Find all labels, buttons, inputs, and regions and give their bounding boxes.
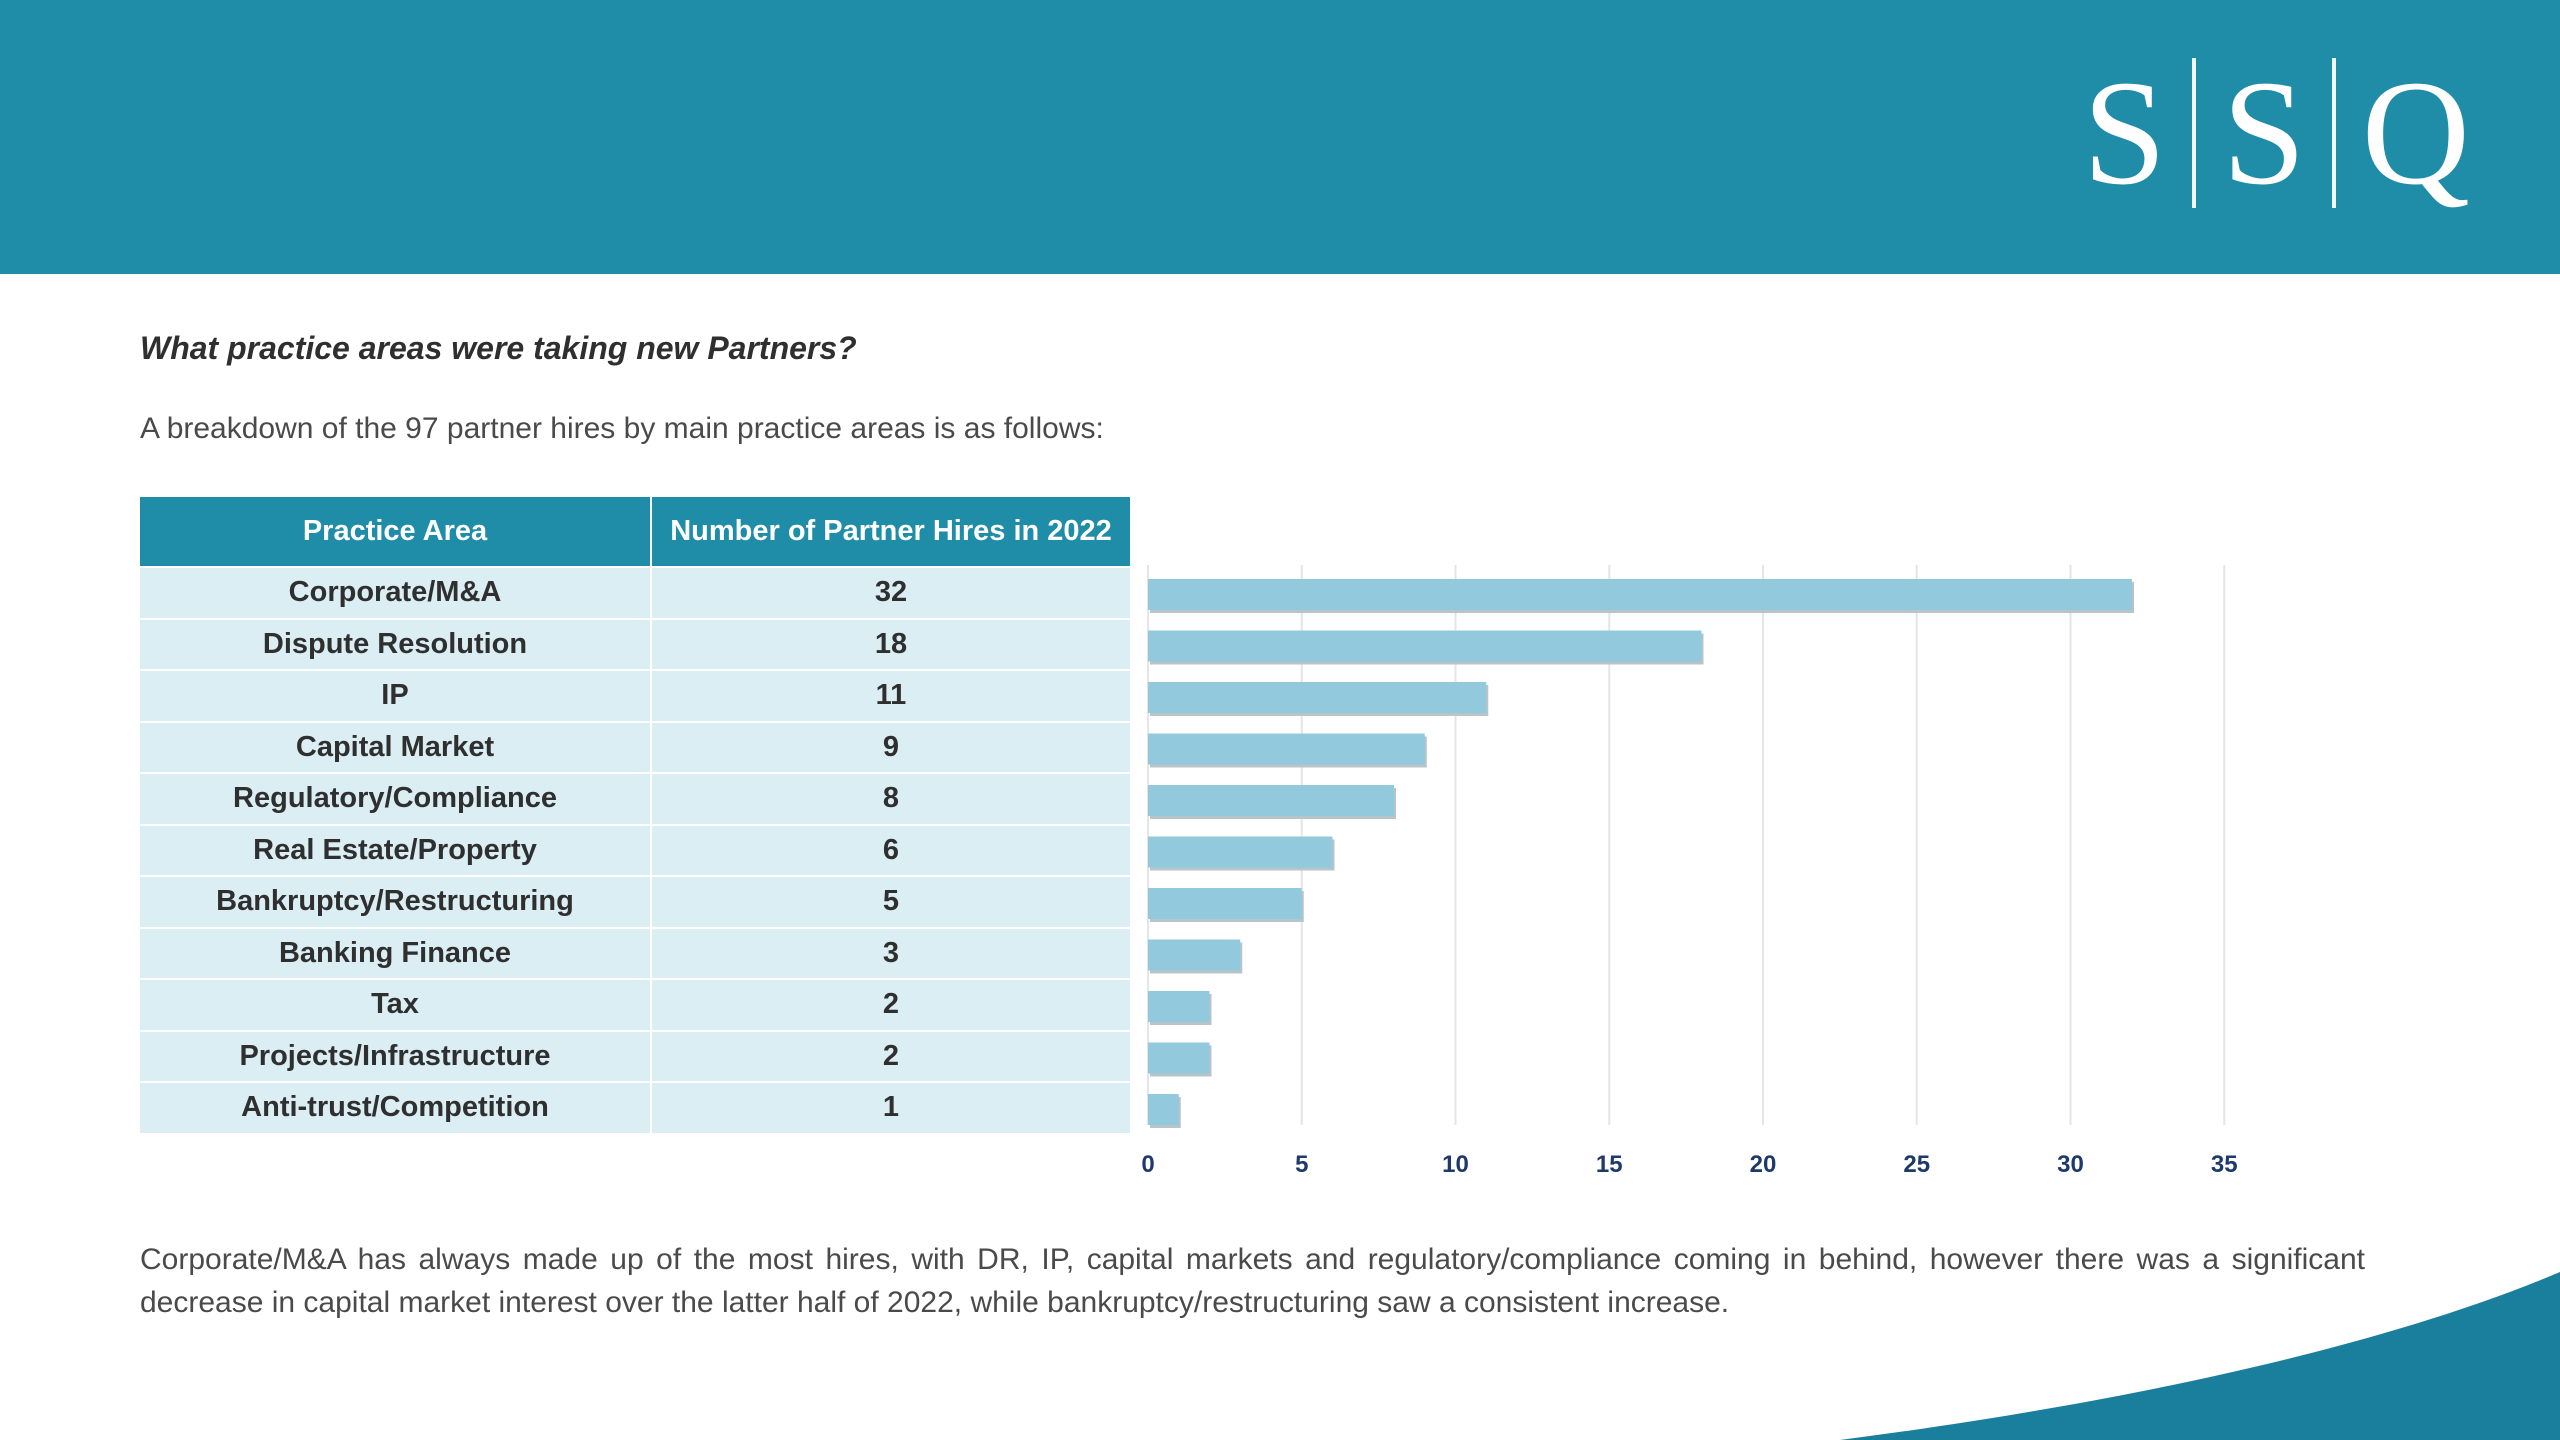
partner-hires-bar-chart: 0 5 10 15 20 25 30 35	[1141, 565, 2238, 1178]
table-row: Banking Finance 3	[140, 926, 1130, 979]
bar-6	[1148, 836, 1333, 868]
practice-area-table: Practice Area Number of Partner Hires in…	[140, 497, 1130, 1133]
x-tick-label: 20	[1750, 1151, 1777, 1178]
x-tick-label: 5	[1295, 1151, 1308, 1178]
hires-cell: 18	[651, 617, 1130, 670]
logo-letter-3: Q	[2361, 50, 2470, 216]
hires-cell: 6	[651, 823, 1130, 876]
hires-cell: 32	[651, 566, 1130, 619]
header-banner: S S Q	[0, 0, 2560, 274]
section-heading: What practice areas were taking new Part…	[140, 330, 857, 366]
table-row: Dispute Resolution 18	[140, 617, 1130, 670]
table-row: Real Estate/Property 6	[140, 823, 1130, 876]
bar-10	[1148, 1042, 1210, 1074]
table-row: Corporate/M&A 32	[140, 566, 1130, 619]
practice-area-cell: Tax	[140, 978, 652, 1031]
x-tick-label: 10	[1442, 1151, 1469, 1178]
table-row: Projects/Infrastructure 2	[140, 1029, 1130, 1082]
logo-letter-1: S	[2082, 50, 2167, 216]
bar-1	[1148, 579, 2132, 610]
practice-area-cell: Dispute Resolution	[140, 617, 652, 670]
bar-2	[1148, 630, 1702, 662]
practice-area-cell: Projects/Infrastructure	[140, 1029, 652, 1082]
practice-area-cell: Corporate/M&A	[140, 566, 652, 619]
x-tick-label: 0	[1141, 1151, 1154, 1178]
practice-area-cell: IP	[140, 669, 652, 722]
table-row: Bankruptcy/Restructuring 5	[140, 875, 1130, 928]
table-header-row: Practice Area Number of Partner Hires in…	[140, 497, 1130, 567]
practice-area-cell: Bankruptcy/Restructuring	[140, 875, 652, 928]
bar-9	[1148, 991, 1210, 1022]
x-tick-label: 25	[1903, 1151, 1930, 1178]
hires-cell: 2	[651, 1029, 1130, 1082]
table-row: Anti-trust/Competition 1	[140, 1081, 1130, 1133]
bar-8	[1148, 939, 1241, 971]
bar-5	[1148, 785, 1394, 816]
practice-area-cell: Regulatory/Compliance	[140, 772, 652, 825]
column-header-partner-hires: Number of Partner Hires in 2022	[651, 497, 1130, 567]
bar-7	[1148, 888, 1302, 919]
hires-cell: 11	[651, 669, 1130, 722]
intro-text: A breakdown of the 97 partner hires by m…	[140, 412, 1104, 445]
hires-cell: 3	[651, 926, 1130, 979]
practice-area-cell: Real Estate/Property	[140, 823, 652, 876]
hires-cell: 9	[651, 720, 1130, 773]
table-row: Regulatory/Compliance 8	[140, 772, 1130, 825]
hires-cell: 5	[651, 875, 1130, 928]
bar-3	[1148, 682, 1487, 713]
table-row: Capital Market 9	[140, 720, 1130, 773]
hires-cell: 1	[651, 1081, 1130, 1133]
x-tick-label: 30	[2057, 1151, 2084, 1178]
logo-divider	[2192, 58, 2197, 208]
logo-letter-2: S	[2222, 50, 2306, 216]
x-tick-label: 35	[2211, 1151, 2238, 1178]
table-row: IP 11	[140, 669, 1130, 722]
bar-4	[1148, 733, 1425, 765]
hires-cell: 2	[651, 978, 1130, 1031]
practice-area-cell: Banking Finance	[140, 926, 652, 979]
practice-area-cell: Capital Market	[140, 720, 652, 773]
x-tick-label: 15	[1596, 1151, 1623, 1178]
table-row: Tax 2	[140, 978, 1130, 1031]
practice-area-cell: Anti-trust/Competition	[140, 1081, 652, 1133]
logo-divider	[2331, 58, 2336, 208]
ssq-logo: S S Q	[2083, 48, 2470, 218]
hires-cell: 8	[651, 772, 1130, 825]
bar-11	[1148, 1094, 1179, 1125]
column-header-practice-area: Practice Area	[140, 497, 652, 567]
summary-paragraph: Corporate/M&A has always made up of the …	[140, 1243, 2365, 1319]
